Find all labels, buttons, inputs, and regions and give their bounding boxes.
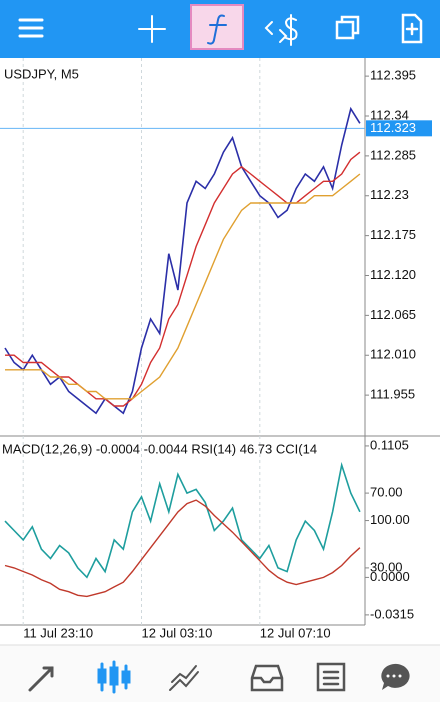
new-order-button[interactable] — [401, 13, 423, 44]
series-line — [5, 151, 361, 407]
indicator-label: MACD(12,26,9) -0.0004 -0.0044 RSI(14) 46… — [2, 441, 317, 456]
y-tick-label: 112.175 — [370, 227, 416, 242]
quotes-tab[interactable] — [28, 666, 54, 692]
y-tick-label: 112.23 — [370, 187, 409, 202]
series-line — [5, 173, 361, 400]
x-tick-label: 12 Jul 07:10 — [260, 625, 331, 640]
crosshair-button[interactable] — [138, 15, 166, 43]
y-tick-label: 112.065 — [370, 307, 416, 322]
y-tick-label: 111.955 — [370, 387, 415, 402]
current-price-box — [366, 120, 432, 137]
bottom-nav — [0, 645, 440, 702]
current-price-label: 112.323 — [370, 120, 416, 135]
y-tick-label: 112.120 — [370, 267, 416, 282]
windows-button[interactable] — [335, 15, 360, 40]
chart-area: 112.395 112.34 112.285 112.23 112.175 112.120… — [0, 58, 440, 640]
history-tab[interactable] — [250, 664, 284, 692]
trade-tab[interactable] — [169, 665, 199, 691]
y-tick-label: 112.285 — [370, 147, 416, 162]
series-line — [4, 106, 361, 415]
news-tab[interactable] — [316, 662, 346, 692]
y-tick-label: 100.00 — [370, 512, 410, 527]
series-line — [4, 499, 361, 598]
trade-button[interactable] — [264, 14, 298, 46]
y-tick-label: 70.00 — [370, 485, 403, 500]
x-tick-label: 12 Jul 03:10 — [142, 625, 213, 640]
y-tick-label: 112.395 — [370, 68, 416, 83]
x-tick-label: 11 Jul 23:10 — [23, 625, 93, 640]
y-tick-label: 0.1105 — [370, 437, 409, 452]
menu-button[interactable] — [18, 18, 44, 38]
y-tick-label: 0.0000 — [370, 569, 410, 584]
indicators-button[interactable] — [190, 4, 244, 50]
symbol-label: USDJPY, M5 — [4, 66, 79, 81]
chat-tab[interactable] — [381, 663, 410, 690]
y-tick-label: -0.0315 — [370, 606, 414, 621]
y-tick-label: 112.010 — [370, 347, 416, 362]
chart-tab[interactable] — [97, 660, 131, 694]
y-tick-label: 30.00 — [370, 559, 403, 574]
series-line — [4, 461, 361, 579]
y-tick-label: 112.34 — [370, 107, 409, 122]
